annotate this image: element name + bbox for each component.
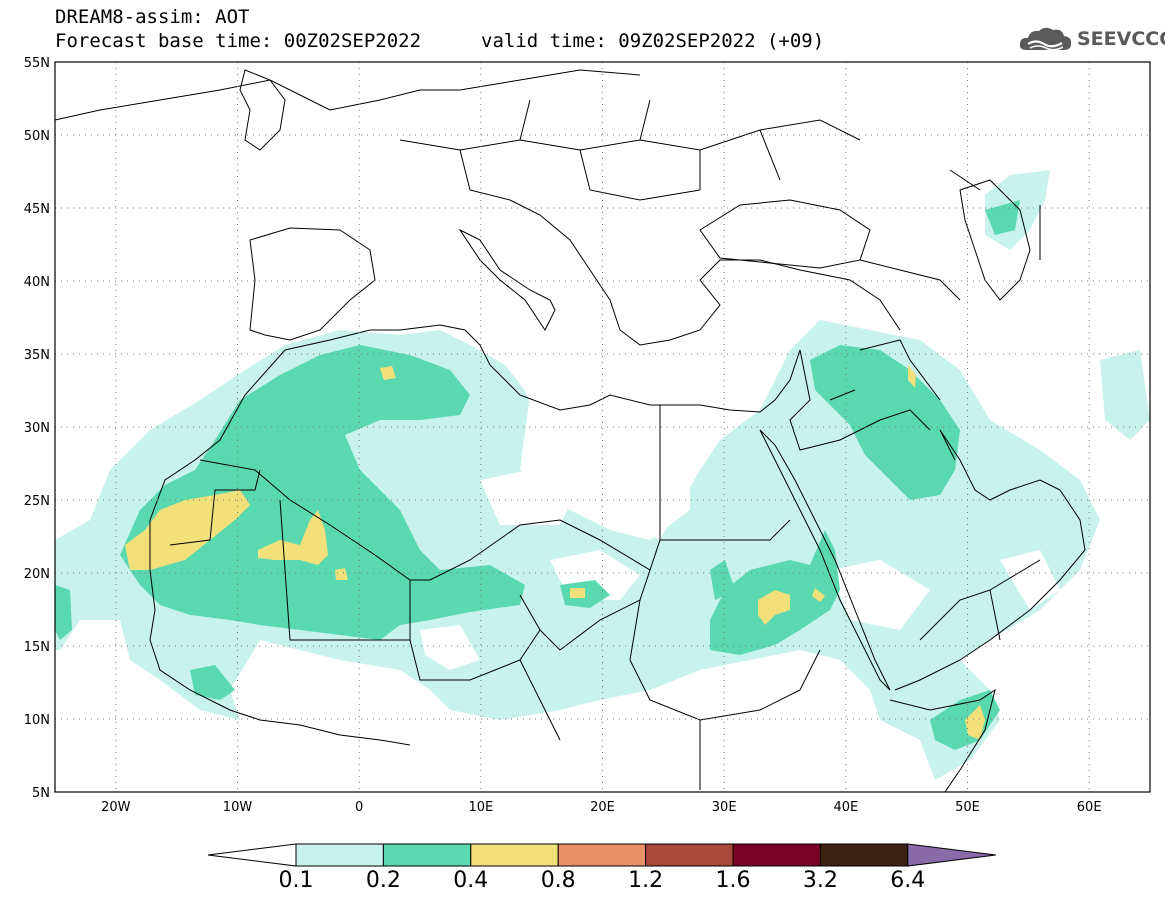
legend-swatch	[295, 843, 384, 867]
uk	[239, 69, 286, 151]
lon-tick-label: 20E	[590, 800, 615, 815]
legend-swatch	[645, 843, 734, 867]
aot-level-0-2	[55, 200, 1020, 750]
caspian-sea	[959, 179, 1031, 301]
balkans-coast	[509, 199, 901, 346]
lat-tick-label: 5N	[32, 786, 50, 801]
lon-tick-label: 40E	[833, 800, 858, 815]
forecast-base-time: Forecast base time: 00Z02SEP2022	[55, 30, 422, 52]
longitude-labels: 20W 10W 0 10E 20E 30E 40E 50E 60E	[101, 800, 1101, 815]
persian-gulf	[939, 429, 1061, 501]
lat-tick-label: 55N	[24, 56, 50, 71]
lon-tick-label: 30E	[712, 800, 737, 815]
europe-north	[55, 69, 641, 121]
legend-swatch	[557, 843, 647, 867]
coastlines	[55, 69, 1086, 792]
lat-tick-label: 45N	[24, 202, 50, 217]
lon-tick-label: 60E	[1077, 800, 1102, 815]
lat-tick-label: 50N	[24, 129, 50, 144]
iberia-coast	[249, 227, 376, 341]
map-frame	[54, 61, 1151, 793]
map-grid	[55, 62, 1150, 792]
legend-swatch	[732, 843, 821, 867]
legend-level-label: 1.2	[628, 868, 664, 893]
lon-tick-label: 50E	[955, 800, 980, 815]
legend-level-label: 0.8	[540, 868, 576, 893]
north-africa-coast	[149, 324, 801, 521]
legend-swatch	[819, 843, 909, 867]
legend-level-label: 6.4	[890, 868, 926, 893]
lat-tick-label: 10N	[24, 713, 50, 728]
legend-swatch	[470, 843, 559, 867]
legend-level-label: 0.4	[453, 868, 489, 893]
lon-tick-label: 20W	[101, 800, 131, 815]
italy-coast	[458, 228, 556, 331]
lat-tick-label: 30N	[24, 421, 50, 436]
logo-text: SEEVCCC	[1077, 28, 1165, 50]
lat-tick-label: 25N	[24, 494, 50, 509]
turkey-borders	[859, 169, 1041, 301]
legend-labels: 0.1 0.2 0.4 0.8 1.2 1.6 3.2 6.4	[0, 868, 1165, 898]
seevccc-logo: SEEVCCC	[1018, 24, 1165, 54]
lat-tick-label: 40N	[24, 275, 50, 290]
lat-tick-label: 20N	[24, 567, 50, 582]
map-title: DREAM8-assim: AOT	[55, 6, 250, 28]
red-sea	[759, 429, 891, 691]
middle-east-borders	[789, 339, 1041, 641]
aot-level-0-4	[125, 365, 985, 740]
lon-tick-label: 10E	[468, 800, 493, 815]
africa-borders	[169, 405, 821, 790]
central-europe	[399, 99, 861, 201]
legend-swatch	[382, 843, 472, 867]
cloud-icon	[1019, 27, 1072, 51]
horn-africa	[889, 688, 996, 792]
legend-level-label: 3.2	[802, 868, 838, 893]
lon-tick-label: 0	[355, 800, 363, 815]
legend-arrow-low	[207, 843, 297, 867]
legend-level-label: 0.2	[365, 868, 401, 893]
lat-tick-label: 15N	[24, 640, 50, 655]
aot-field	[55, 170, 1150, 780]
lat-tick-label: 35N	[24, 348, 50, 363]
legend-arrow-high	[907, 843, 996, 867]
latitude-labels: 55N 50N 45N 40N 35N 30N 25N 20N 15N 10N 5N	[24, 56, 50, 801]
lon-tick-label: 10W	[223, 800, 253, 815]
valid-time: valid time: 09Z02SEP2022 (+09)	[481, 30, 825, 52]
aot-legend	[207, 843, 996, 867]
legend-level-label: 0.1	[278, 868, 314, 893]
black-sea	[699, 199, 871, 269]
arabia-coast	[894, 489, 1086, 691]
legend-level-label: 1.6	[715, 868, 751, 893]
west-africa-coast	[149, 520, 411, 746]
